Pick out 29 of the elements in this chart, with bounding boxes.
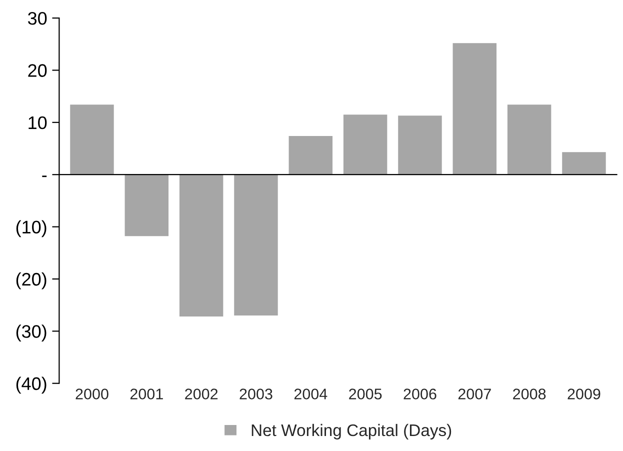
legend-label: Net Working Capital (Days) (252, 424, 452, 440)
x-tick-label: 2008 (513, 388, 546, 400)
y-tick-label: - (42, 176, 47, 178)
y-tick-label: (10) (16, 220, 46, 238)
y-tick-label: 10 (28, 116, 47, 130)
bar (562, 152, 606, 175)
x-tick-label: 2002 (185, 388, 218, 400)
x-tick-label: 2007 (458, 388, 491, 400)
y-tick-label: 20 (28, 64, 47, 77)
bar (507, 104, 552, 175)
y-tick-label: (40) (16, 376, 46, 394)
x-tick-label: 2005 (349, 388, 382, 400)
bar (288, 136, 333, 175)
bar (343, 114, 388, 175)
y-tick-label: (30) (16, 324, 46, 342)
x-tick-label: 2009 (568, 388, 600, 400)
bar (452, 43, 497, 175)
y-tick-label: 30 (28, 12, 47, 25)
y-tick-label: (20) (16, 272, 46, 290)
bar (124, 174, 169, 236)
x-tick-label: 2001 (130, 388, 163, 400)
bar (70, 104, 114, 175)
x-tick-label: 2004 (294, 388, 328, 400)
bar (179, 174, 224, 317)
x-tick-label: 2006 (404, 388, 436, 400)
bar (398, 116, 442, 175)
bar (234, 174, 278, 316)
x-tick-label: 2000 (76, 388, 108, 400)
x-tick-label: 2003 (240, 388, 272, 400)
